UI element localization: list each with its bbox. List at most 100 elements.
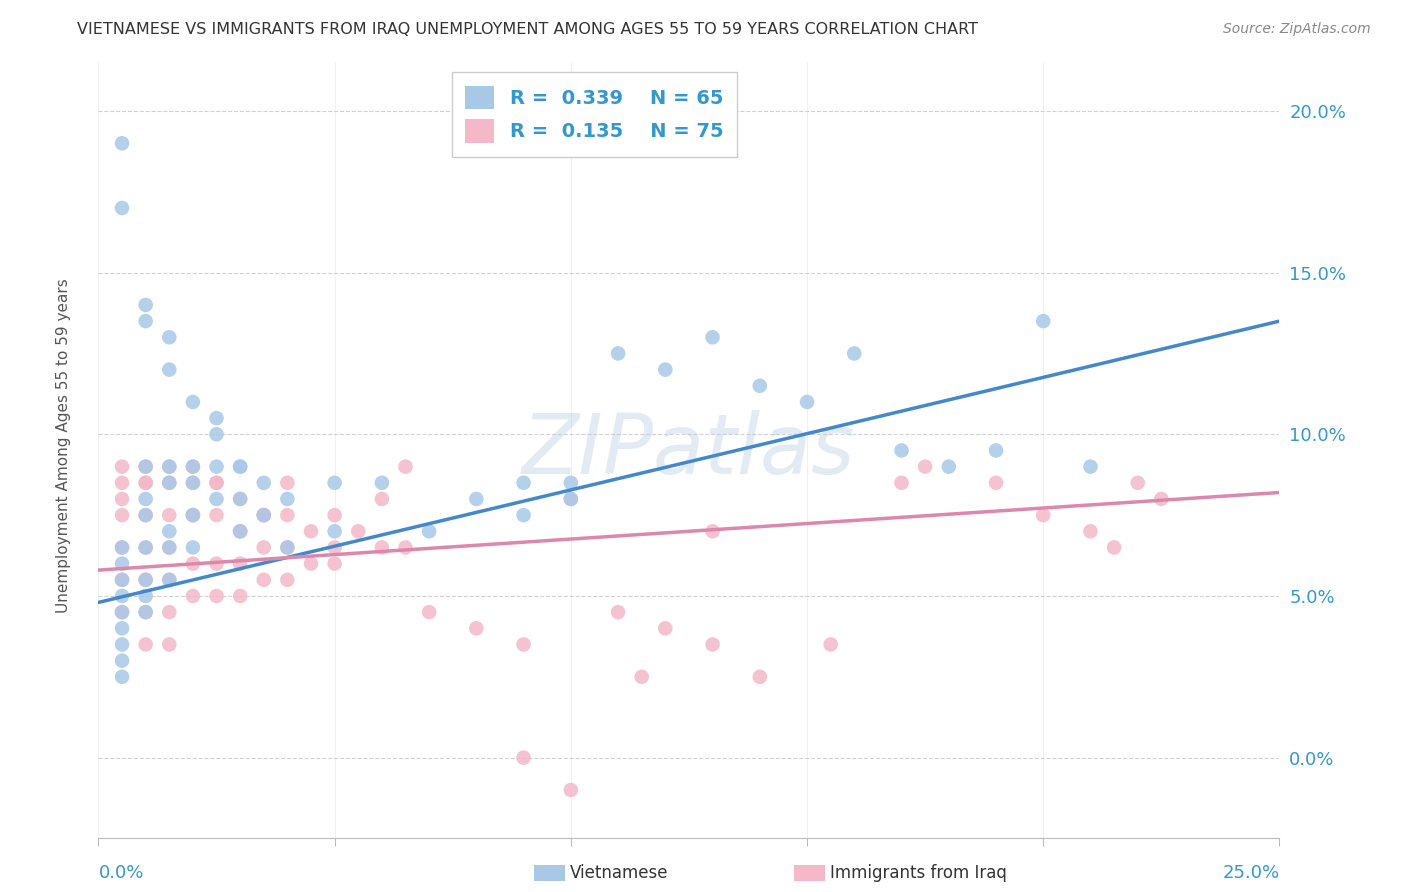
Point [111,541,134,555]
Point [111,508,134,523]
Point [181,395,204,409]
Point [276,508,298,523]
Point [938,459,960,474]
Point [465,491,488,506]
Point [157,524,180,539]
Point [1032,314,1054,328]
Point [323,508,346,523]
Legend: R =  0.339    N = 65, R =  0.135    N = 75: R = 0.339 N = 65, R = 0.135 N = 75 [451,72,737,157]
Point [111,654,134,668]
Point [299,524,322,539]
Point [890,443,912,458]
Point [418,524,440,539]
Point [111,637,134,651]
Point [205,459,228,474]
Point [181,459,204,474]
Point [702,637,724,651]
Point [1150,491,1173,506]
Point [157,605,180,619]
Point [844,346,866,360]
Point [111,670,134,684]
Text: Immigrants from Iraq: Immigrants from Iraq [830,864,1007,882]
Point [630,670,652,684]
Point [111,605,134,619]
Point [347,524,370,539]
Point [276,475,298,490]
Point [796,395,818,409]
Point [135,605,157,619]
Point [135,475,157,490]
Point [702,330,724,344]
Point [512,508,534,523]
Point [135,508,157,523]
Point [135,314,157,328]
Point [229,491,252,506]
Point [135,491,157,506]
Point [135,298,157,312]
Point [135,637,157,651]
Point [394,541,416,555]
Point [157,459,180,474]
Text: 25.0%: 25.0% [1222,864,1279,882]
Point [984,475,1007,490]
Point [371,491,394,506]
Point [276,541,298,555]
Point [748,378,770,392]
Point [1102,541,1125,555]
Text: 0.0%: 0.0% [98,864,143,882]
Point [111,589,134,603]
Point [205,427,228,442]
Point [323,541,346,555]
Point [323,524,346,539]
Point [205,589,228,603]
Point [1032,508,1054,523]
Point [229,524,252,539]
Point [135,459,157,474]
Point [157,475,180,490]
Point [157,475,180,490]
Text: Unemployment Among Ages 55 to 59 years: Unemployment Among Ages 55 to 59 years [56,278,70,614]
Point [111,605,134,619]
Text: ZIPatlas: ZIPatlas [522,410,856,491]
Point [157,508,180,523]
Point [560,475,582,490]
Point [181,589,204,603]
Point [253,508,276,523]
Point [394,459,416,474]
Point [253,508,276,523]
Point [607,346,630,360]
Point [111,201,134,215]
Point [253,573,276,587]
Point [111,621,134,635]
Point [276,573,298,587]
Point [135,589,157,603]
Point [111,541,134,555]
Point [157,637,180,651]
Point [157,541,180,555]
Point [181,508,204,523]
Point [323,475,346,490]
Point [1126,475,1149,490]
Point [512,750,534,764]
Point [111,459,134,474]
Point [181,475,204,490]
Point [229,524,252,539]
Point [276,491,298,506]
Point [111,475,134,490]
Point [1080,524,1102,539]
Point [371,541,394,555]
Point [299,557,322,571]
Point [1080,459,1102,474]
Point [229,557,252,571]
Point [229,524,252,539]
Text: Vietnamese: Vietnamese [569,864,668,882]
Point [135,541,157,555]
Point [276,541,298,555]
Point [465,621,488,635]
Point [702,524,724,539]
Point [181,459,204,474]
Point [984,443,1007,458]
Point [229,491,252,506]
Point [205,475,228,490]
Point [820,637,842,651]
